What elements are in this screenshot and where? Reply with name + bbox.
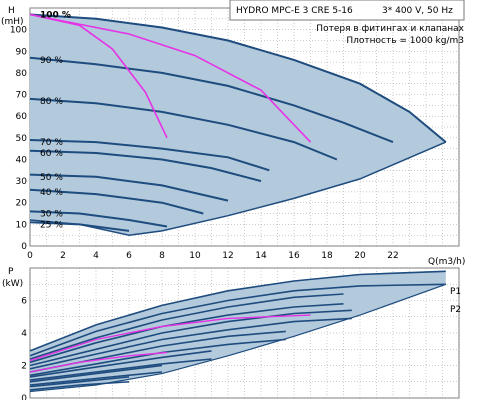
p2-curve-1 bbox=[29, 283, 446, 357]
head-min-curve bbox=[29, 141, 447, 236]
p1-curve-2 bbox=[29, 293, 344, 360]
head-system-curves bbox=[29, 13, 312, 143]
x-tick-label: 20 bbox=[354, 251, 366, 261]
legend-p1: P1 bbox=[450, 287, 461, 297]
head-y-axis-unit: (mH) bbox=[1, 17, 24, 27]
p1-curve-5 bbox=[29, 350, 212, 378]
pump-title: HYDRO MPC-E 3 CRE 5-16 bbox=[236, 6, 353, 16]
speed-label-30: 30 % bbox=[40, 210, 63, 220]
power-y-axis-unit: (kW) bbox=[2, 279, 23, 289]
power-y-tick-label: 0 bbox=[21, 394, 27, 400]
y-tick-label: 60 bbox=[16, 112, 28, 122]
p2-curve-7 bbox=[29, 381, 130, 391]
power-y-tick-label: 6 bbox=[21, 297, 27, 307]
speed-curve-100 bbox=[29, 13, 447, 143]
p2-curve-3 bbox=[29, 317, 352, 370]
speed-label-100: 100 % bbox=[40, 11, 71, 21]
speed-curve-80 bbox=[29, 97, 338, 161]
speed-curve-70 bbox=[29, 139, 270, 172]
loss-note: Потеря в фитингах и клапанах bbox=[316, 24, 464, 34]
y-tick-label: 90 bbox=[16, 47, 28, 57]
speed-label-70: 70 % bbox=[40, 138, 63, 148]
y-tick-label: 70 bbox=[16, 91, 28, 101]
power-min-curve bbox=[29, 283, 447, 393]
x-tick-label: 8 bbox=[159, 251, 165, 261]
power-supply: 3* 400 V, 50 Hz bbox=[382, 6, 453, 16]
speed-curve-90 bbox=[29, 56, 394, 144]
x-tick-label: 2 bbox=[60, 251, 66, 261]
speed-curve-50 bbox=[29, 173, 229, 202]
y-tick-label: 0 bbox=[21, 242, 27, 252]
power-curves bbox=[29, 270, 447, 393]
speed-label-25: 25 % bbox=[40, 220, 63, 230]
system-curve-2 bbox=[29, 13, 312, 143]
power-y-tick-labels: 0 2 4 6 bbox=[21, 297, 27, 400]
power-system-curves bbox=[29, 314, 311, 373]
x-tick-label: 10 bbox=[189, 251, 201, 261]
power-system-curve-2 bbox=[29, 351, 168, 373]
p1-curve-6 bbox=[29, 364, 163, 383]
header-box bbox=[229, 0, 465, 21]
p1-curve-3 bbox=[29, 309, 352, 367]
y-tick-label: 20 bbox=[16, 199, 28, 209]
speed-label-60: 60 % bbox=[40, 149, 63, 159]
power-y-tick-label: 4 bbox=[21, 329, 27, 339]
head-x-tick-labels: 0 2 4 6 8 10 12 14 16 18 20 22 bbox=[27, 251, 399, 261]
speed-label-40: 40 % bbox=[40, 188, 63, 198]
power-system-curve-1 bbox=[29, 314, 311, 362]
x-tick-label: 4 bbox=[93, 251, 99, 261]
x-tick-label: 0 bbox=[27, 251, 33, 261]
head-x-axis-label: Q(m3/h) bbox=[428, 257, 465, 267]
speed-label-50: 50 % bbox=[40, 173, 63, 183]
p1-curve-1 bbox=[29, 270, 446, 352]
legend-p2: P2 bbox=[450, 305, 461, 315]
y-tick-label: 50 bbox=[16, 134, 28, 144]
x-tick-label: 16 bbox=[288, 251, 300, 261]
power-y-tick-label: 2 bbox=[21, 362, 27, 372]
speed-curve-40 bbox=[29, 188, 204, 215]
y-tick-label: 10 bbox=[16, 220, 28, 230]
power-chart: 0 2 4 6 P (kW) P1 P2 bbox=[2, 267, 461, 400]
head-y-tick-labels: 0 10 20 30 40 50 60 70 80 90 100 bbox=[10, 26, 27, 252]
speed-curve-30 bbox=[29, 210, 168, 228]
p1-curve-7 bbox=[29, 376, 130, 388]
speed-curve-60 bbox=[29, 149, 262, 183]
density-note: Плотность = 1000 kg/m3 bbox=[346, 36, 464, 46]
head-chart: 100 % 90 % 80 % 70 %60 % 50 % 40 % 30 %25 % 0 2… bbox=[1, 0, 465, 267]
head-y-axis-label: H bbox=[8, 6, 15, 16]
p2-curve-2 bbox=[29, 303, 344, 364]
speed-label-80: 80 % bbox=[40, 97, 63, 107]
y-tick-label: 80 bbox=[16, 69, 28, 79]
y-tick-label: 30 bbox=[16, 177, 28, 187]
p2-curve-6 bbox=[29, 371, 163, 386]
x-tick-label: 12 bbox=[222, 251, 233, 261]
y-tick-label: 100 bbox=[10, 26, 27, 36]
x-tick-label: 18 bbox=[321, 251, 333, 261]
speed-label-90: 90 % bbox=[40, 56, 63, 66]
y-tick-label: 40 bbox=[16, 156, 28, 166]
head-speed-labels: 100 % 90 % 80 % 70 %60 % 50 % 40 % 30 %25 % bbox=[40, 11, 71, 231]
power-y-axis-label: P bbox=[8, 267, 14, 277]
p2-curve-5 bbox=[29, 358, 212, 381]
x-tick-label: 14 bbox=[255, 251, 267, 261]
x-tick-label: 22 bbox=[387, 251, 398, 261]
head-speed-curves bbox=[29, 13, 447, 236]
x-tick-label: 6 bbox=[126, 251, 132, 261]
